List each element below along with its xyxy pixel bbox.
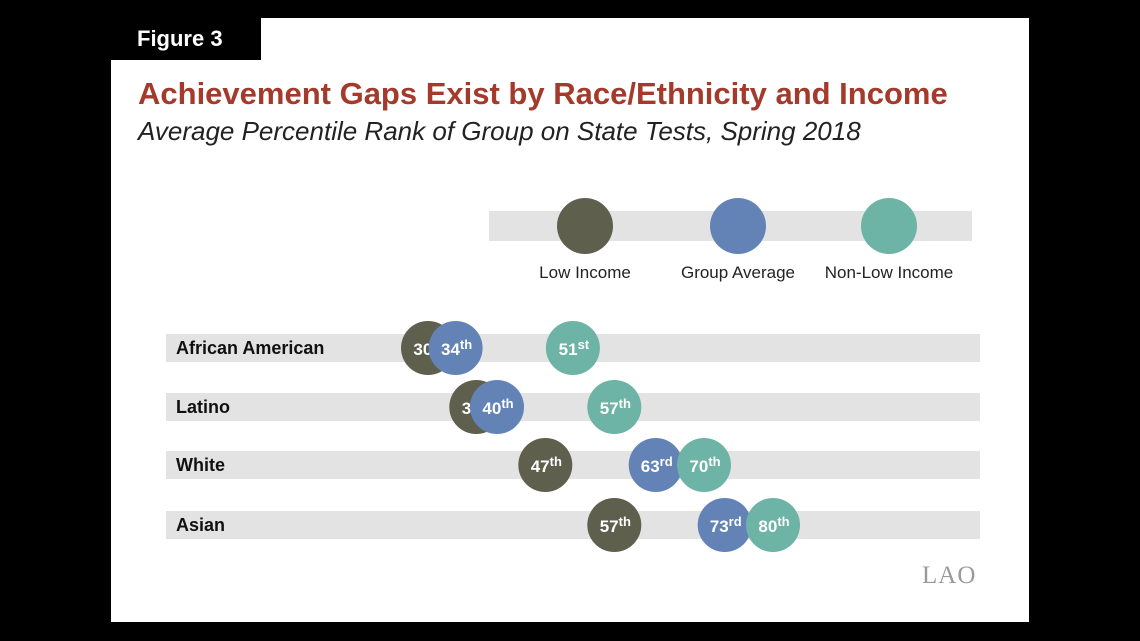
marker-group-average — [628, 438, 683, 492]
data-point: 70th — [677, 438, 731, 492]
category-label: Asian — [176, 515, 225, 535]
row-band — [166, 511, 980, 539]
data-label: 34th — [441, 337, 472, 359]
legend-marker-low-income — [557, 198, 613, 254]
marker-low-income — [587, 498, 642, 552]
marker-non-low-income — [545, 321, 600, 375]
chart-subtitle: Average Percentile Rank of Group on Stat… — [138, 116, 861, 146]
row-band — [166, 451, 980, 479]
data-point: 73rd — [697, 498, 752, 552]
legend-marker-group-average — [710, 198, 766, 254]
data-label: 51st — [559, 337, 590, 359]
data-point: 47th — [518, 438, 573, 492]
marker-non-low-income — [677, 438, 731, 492]
data-point: 80th — [746, 498, 800, 552]
category-label: African American — [176, 338, 324, 358]
marker-group-average — [470, 380, 524, 434]
marker-group-average — [428, 321, 483, 375]
chart-title: Achievement Gaps Exist by Race/Ethnicity… — [138, 76, 948, 111]
data-label: 57th — [600, 514, 631, 536]
legend: Low Income Group Average Non-Low Income — [489, 198, 972, 282]
legend-label: Group Average — [681, 263, 795, 282]
plot-area: African AmericanLatinoWhiteAsian30th37th… — [166, 321, 980, 552]
data-point: 57th — [587, 380, 642, 434]
category-label: White — [176, 455, 225, 475]
data-point: 63rd — [628, 438, 683, 492]
data-label: 80th — [758, 514, 789, 536]
marker-non-low-income — [587, 380, 642, 434]
data-label: 63rd — [641, 454, 673, 476]
category-label: Latino — [176, 397, 230, 417]
legend-label: Low Income — [539, 263, 631, 282]
data-point: 51st — [545, 321, 600, 375]
marker-non-low-income — [746, 498, 800, 552]
data-point: 34th — [428, 321, 483, 375]
legend-label: Non-Low Income — [825, 263, 954, 282]
marker-low-income — [518, 438, 573, 492]
data-point: 40th — [470, 380, 524, 434]
figure-label: Figure 3 — [111, 18, 261, 60]
legend-marker-non-low-income — [861, 198, 917, 254]
data-label: 47th — [531, 454, 562, 476]
data-point: 57th — [587, 498, 642, 552]
lao-logo: LAO — [922, 562, 977, 589]
data-label: 73rd — [710, 514, 742, 536]
data-label: 40th — [482, 396, 513, 418]
data-label: 57th — [600, 396, 631, 418]
data-label: 70th — [689, 454, 720, 476]
row-band — [166, 393, 980, 421]
marker-group-average — [697, 498, 752, 552]
